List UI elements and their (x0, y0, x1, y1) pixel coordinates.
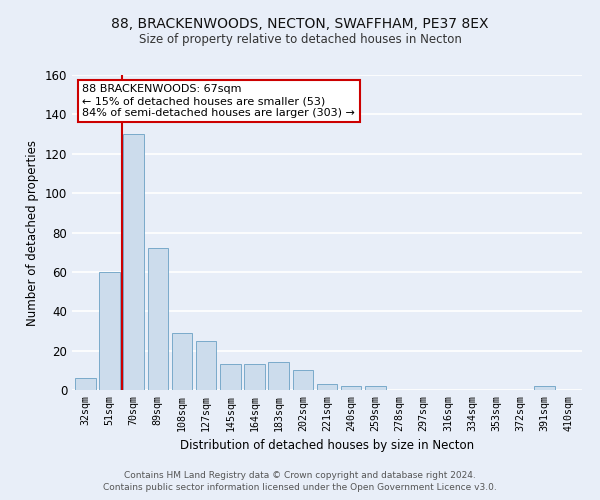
Bar (341, 386, 361, 390)
Text: Contains HM Land Registry data © Crown copyright and database right 2024.: Contains HM Land Registry data © Crown c… (124, 472, 476, 480)
Bar (244, 364, 265, 390)
Bar (75, 378, 95, 390)
X-axis label: Distribution of detached houses by size in Necton: Distribution of detached houses by size … (180, 439, 474, 452)
Text: 88 BRACKENWOODS: 67sqm
← 15% of detached houses are smaller (53)
84% of semi-det: 88 BRACKENWOODS: 67sqm ← 15% of detached… (82, 84, 355, 117)
Bar (124, 134, 144, 390)
Bar (99, 272, 120, 390)
Bar (365, 386, 386, 390)
Bar (220, 364, 241, 390)
Bar (293, 370, 313, 390)
Text: 88, BRACKENWOODS, NECTON, SWAFFHAM, PE37 8EX: 88, BRACKENWOODS, NECTON, SWAFFHAM, PE37… (111, 18, 489, 32)
Text: Contains public sector information licensed under the Open Government Licence v3: Contains public sector information licen… (103, 483, 497, 492)
Bar (172, 333, 192, 390)
Bar (534, 386, 555, 390)
Text: Size of property relative to detached houses in Necton: Size of property relative to detached ho… (139, 32, 461, 46)
Bar (268, 362, 289, 390)
Bar (148, 248, 168, 390)
Bar (317, 384, 337, 390)
Bar (196, 341, 217, 390)
Y-axis label: Number of detached properties: Number of detached properties (26, 140, 39, 326)
